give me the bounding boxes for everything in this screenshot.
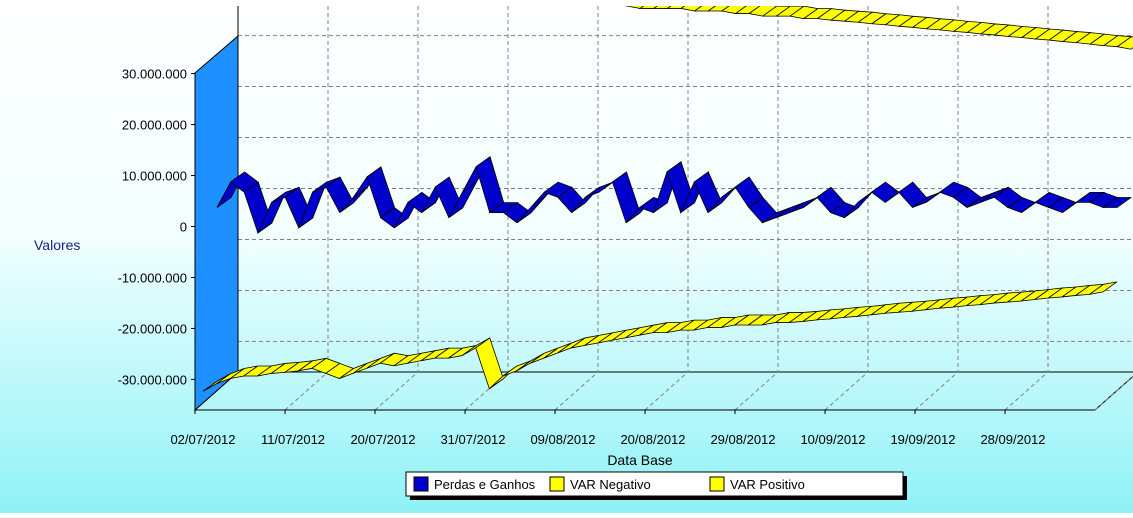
- floor-gridline: [374, 371, 419, 411]
- floor-gridline: [1004, 371, 1049, 411]
- x-tick-label: 28/09/2012: [980, 432, 1045, 447]
- floor-gridline: [914, 371, 959, 411]
- x-tick-label: 31/07/2012: [440, 432, 505, 447]
- x-tick-label: 02/07/2012: [170, 432, 235, 447]
- legend-box: [405, 471, 904, 497]
- legend-swatch: [549, 476, 565, 492]
- x-tick-label: 11/07/2012: [261, 432, 325, 447]
- series-segment: [707, 6, 730, 12]
- left-wall: [194, 34, 239, 412]
- floor-gridline: [554, 371, 599, 411]
- floor-gridline: [464, 371, 509, 411]
- series-segment: [652, 6, 672, 9]
- series-segment: [666, 6, 686, 9]
- legend-label: VAR Negativo: [570, 477, 651, 492]
- x-tick-label: 20/08/2012: [620, 432, 685, 447]
- y-tick-label: 20.000.000: [122, 118, 187, 133]
- series-segment: [734, 6, 761, 14]
- floor-gridline: [284, 371, 329, 411]
- x-tick-label: 10/09/2012: [800, 432, 865, 447]
- series-segment: [1102, 197, 1133, 208]
- y-tick-label: -10.000.000: [118, 270, 187, 285]
- floor-gridline: [734, 371, 779, 411]
- legend: Perdas e Ganhos VAR Negativo VAR Positivo: [405, 471, 907, 500]
- y-tick-label: -30.000.000: [118, 372, 187, 387]
- series-segment: [625, 6, 645, 9]
- legend-swatch: [709, 476, 725, 492]
- y-tick-label: -20.000.000: [118, 321, 187, 336]
- floor-gridline: [1094, 375, 1133, 411]
- series-segment: [638, 6, 658, 9]
- y-tick-label: 30.000.000: [122, 67, 187, 82]
- y-axis-label: Valores: [34, 237, 80, 253]
- x-tick-label: 29/08/2012: [710, 432, 775, 447]
- series-segment: [1116, 36, 1133, 50]
- legend-swatch: [413, 476, 429, 492]
- y-tick-label: 10.000.000: [122, 169, 187, 184]
- floor-gridline: [824, 371, 869, 411]
- series-segment: [1089, 281, 1118, 295]
- floor-gridline: [644, 371, 689, 411]
- series-segment: [680, 6, 703, 12]
- legend-label: Perdas e Ganhos: [434, 477, 536, 492]
- x-tick-label: 20/07/2012: [350, 432, 415, 447]
- y-tick-label: 0: [180, 220, 187, 235]
- x-tick-label: 09/08/2012: [530, 432, 595, 447]
- x-tick-label: 19/09/2012: [890, 432, 955, 447]
- x-axis-label: Data Base: [607, 452, 673, 468]
- legend-label: VAR Positivo: [730, 477, 805, 492]
- series-segment: [693, 6, 716, 12]
- series-segment: [720, 6, 747, 14]
